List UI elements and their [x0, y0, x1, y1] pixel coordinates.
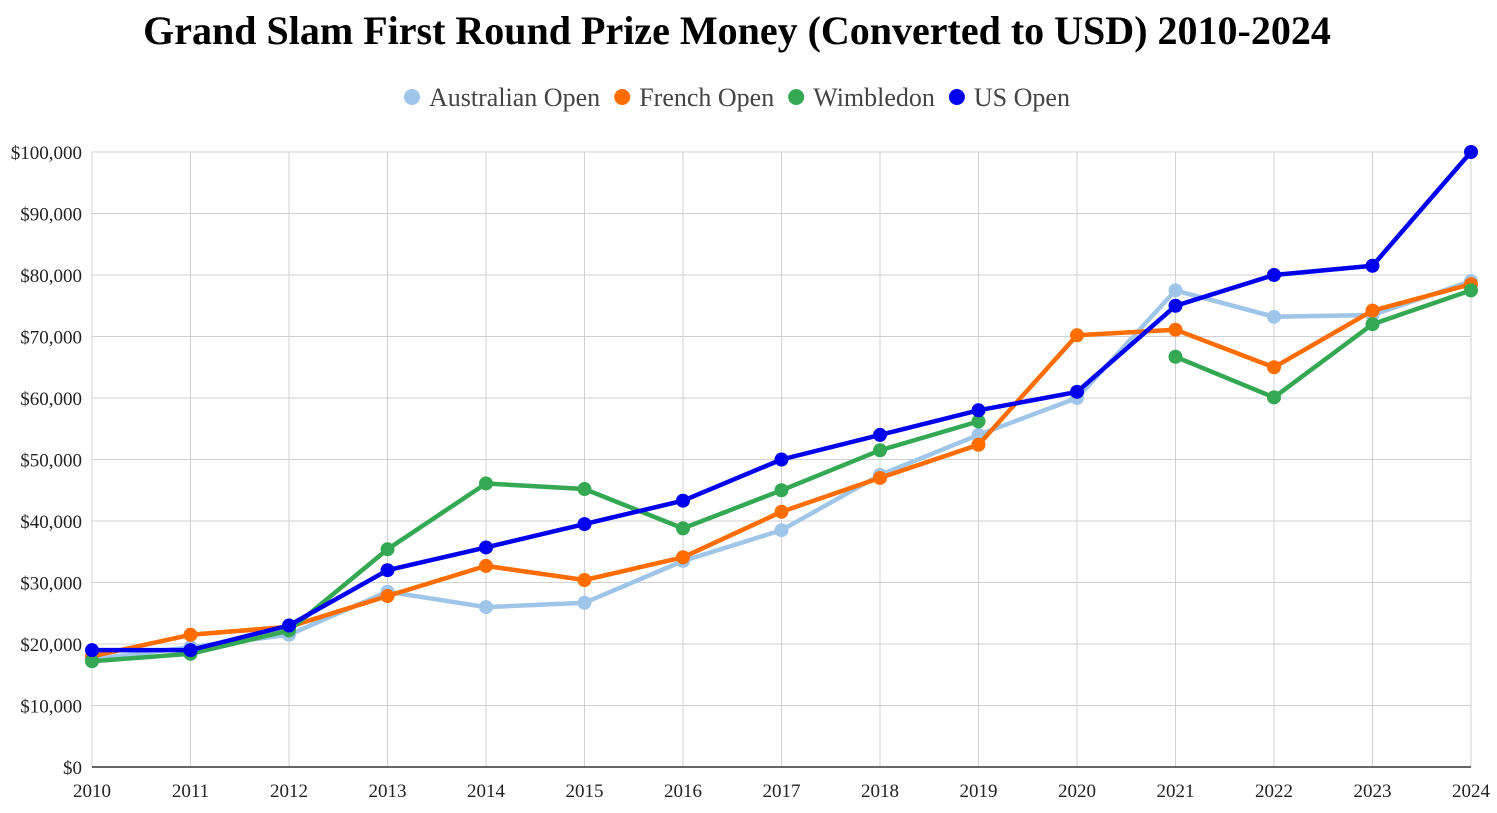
data-point	[1365, 303, 1380, 318]
series-line	[89, 419, 981, 664]
data-point	[380, 542, 395, 557]
series-wimbledon	[85, 283, 1478, 669]
y-tick-label: $0	[63, 758, 82, 779]
data-point	[1267, 268, 1281, 282]
legend-marker	[614, 89, 631, 105]
x-tick-label: 2016	[664, 781, 702, 802]
data-point	[85, 654, 99, 669]
legend-label: Wimbledon	[813, 83, 935, 112]
data-point	[1168, 298, 1183, 313]
data-point	[1267, 360, 1281, 375]
data-point	[1464, 283, 1478, 298]
legend-marker	[788, 89, 805, 105]
x-tick-label: 2010	[73, 781, 111, 802]
x-tick-label: 2017	[763, 781, 801, 802]
data-point	[676, 493, 690, 508]
data-point	[1168, 349, 1183, 364]
y-tick-label: $60,000	[20, 389, 82, 410]
x-tick-label: 2021	[1157, 781, 1195, 802]
data-point	[183, 643, 198, 658]
x-tick-label: 2019	[960, 781, 998, 802]
data-point	[774, 504, 789, 519]
data-point	[774, 523, 789, 538]
x-tick-label: 2012	[270, 781, 308, 802]
legend-marker	[948, 89, 965, 105]
y-tick-label: $90,000	[20, 205, 82, 226]
data-point	[1464, 145, 1478, 159]
data-point	[1070, 384, 1084, 399]
x-tick-label: 2023	[1354, 781, 1392, 802]
data-point	[479, 540, 493, 555]
data-point	[380, 563, 395, 578]
series-french-open	[85, 277, 1478, 664]
x-tick-label: 2011	[172, 781, 209, 802]
data-point	[1267, 309, 1281, 324]
y-tick-label: $50,000	[20, 451, 82, 472]
data-point	[774, 483, 789, 498]
axes: $0 $10,000 $20,000 $30,000 $40,000 $50,000 $60…	[11, 143, 1491, 802]
data-point	[1168, 322, 1183, 337]
legend-label: French Open	[639, 83, 774, 112]
legend-item: French Open	[614, 83, 774, 112]
data-point	[577, 573, 592, 588]
data-point	[577, 595, 592, 610]
y-tick-label: $30,000	[20, 574, 82, 595]
y-tick-label: $80,000	[20, 266, 82, 287]
data-point	[1168, 283, 1183, 298]
x-tick-label: 2022	[1255, 781, 1293, 802]
y-tick-label: $70,000	[20, 328, 82, 349]
data-point	[577, 517, 592, 532]
data-point	[380, 589, 395, 604]
data-point	[479, 476, 493, 491]
legend-item: Wimbledon	[788, 83, 935, 112]
x-tick-label: 2020	[1058, 781, 1096, 802]
data-point	[1267, 390, 1281, 405]
data-point	[183, 627, 198, 642]
legend-label: Australian Open	[429, 83, 600, 112]
x-tick-label: 2024	[1452, 781, 1491, 802]
data-point	[282, 618, 296, 633]
x-tick-label: 2018	[861, 781, 899, 802]
data-point	[971, 437, 986, 452]
data-point	[676, 521, 690, 536]
chart-title: Grand Slam First Round Prize Money (Conv…	[143, 8, 1331, 53]
legend-item: US Open	[948, 83, 1070, 112]
data-point	[1070, 328, 1084, 343]
series-line	[1173, 288, 1474, 400]
data-point	[479, 600, 493, 615]
data-point	[85, 643, 99, 658]
series-us-open	[85, 145, 1478, 658]
y-tick-label: $100,000	[11, 143, 82, 164]
data-point	[971, 403, 986, 418]
x-tick-label: 2014	[467, 781, 506, 802]
y-tick-label: $10,000	[20, 697, 82, 718]
legend: Australian Open French Open Wimbledon US Op…	[404, 83, 1070, 112]
data-point	[774, 452, 789, 467]
x-tick-label: 2015	[566, 781, 604, 802]
data-point	[873, 427, 887, 442]
data-point	[971, 414, 986, 429]
legend-marker	[404, 89, 420, 105]
data-point	[676, 550, 690, 565]
data-point	[577, 482, 592, 497]
data-point	[873, 470, 887, 485]
grid	[91, 151, 1472, 768]
data-point	[1365, 317, 1380, 332]
series-lines	[85, 145, 1478, 669]
data-point	[479, 558, 493, 573]
x-tick-label: 2013	[369, 781, 407, 802]
y-tick-label: $20,000	[20, 635, 82, 656]
data-point	[1365, 258, 1380, 273]
y-tick-label: $40,000	[20, 512, 82, 533]
data-point	[873, 443, 887, 458]
legend-label: US Open	[974, 83, 1070, 112]
legend-item: Australian Open	[404, 83, 600, 112]
